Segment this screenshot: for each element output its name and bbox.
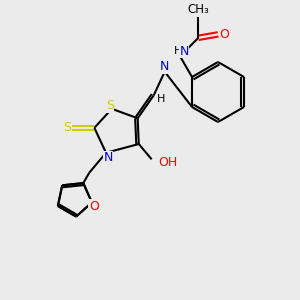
Text: CH₃: CH₃ (188, 3, 209, 16)
Text: N: N (103, 151, 113, 164)
Text: OH: OH (159, 156, 178, 169)
Text: O: O (219, 28, 229, 41)
Text: H: H (157, 94, 165, 104)
Text: N: N (160, 60, 169, 73)
Text: S: S (106, 99, 114, 112)
Text: O: O (89, 200, 99, 213)
Text: N: N (179, 45, 189, 58)
Text: S: S (63, 121, 71, 134)
Text: H: H (174, 46, 182, 56)
